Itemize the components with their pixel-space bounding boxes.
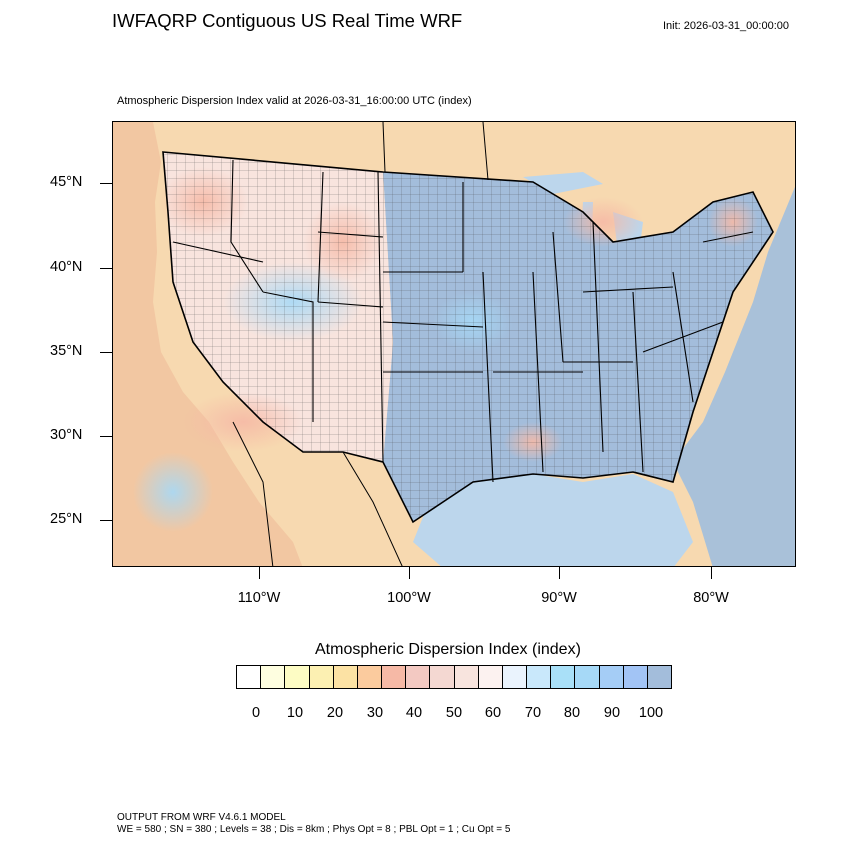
colorbar-box [237,666,262,688]
colorbar-label: 50 [445,705,463,721]
lake-superior [523,172,603,194]
colorbar-label: 90 [603,705,621,721]
model-info: OUTPUT FROM WRF V4.6.1 MODEL [117,812,286,823]
lon-tick [409,567,410,579]
intl-borders [232,122,489,566]
lat-label-30: 30°N [50,427,83,443]
lat-tick [100,352,112,353]
dispersion-map [112,121,796,567]
lon-label-100: 100°W [387,590,431,606]
init-time: Init: 2026-03-31_00:00:00 [663,20,789,32]
colorbar-label: 40 [405,705,423,721]
lat-label-25: 25°N [50,511,83,527]
chart-title: IWFAQRP Contiguous US Real Time WRF [112,10,463,31]
colorbar-box [406,666,431,688]
lon-label-90: 90°W [541,590,577,606]
colorbar-label: 0 [251,705,261,721]
colorbar-box [261,666,286,688]
lon-label-80: 80°W [693,590,729,606]
map-graphic [113,122,795,566]
colorbar-label: 30 [366,705,384,721]
lat-tick [100,268,112,269]
colorbar-box [430,666,455,688]
county-lines [163,152,773,522]
colorbar-label: 10 [286,705,304,721]
colorbar-box [551,666,576,688]
atlantic-ocean [673,186,795,566]
colorbar-box [357,666,383,688]
map-subtitle: Atmospheric Dispersion Index valid at 20… [117,95,472,107]
lon-tick [559,567,560,579]
lat-label-45: 45°N [50,174,83,190]
colorbar-label: 70 [524,705,542,721]
colorbar-box [382,666,407,688]
colorbar-box [478,666,503,688]
colorbar-box [527,666,552,688]
state-boundaries [172,159,754,483]
colorbar-box [454,666,479,688]
lon-label-110: 110°W [237,590,281,606]
lat-tick [100,520,112,521]
gulf-of-mexico [413,474,693,566]
lat-label-35: 35°N [50,343,83,359]
colorbar-box [502,666,528,688]
colorbar-box [575,666,600,688]
lon-tick [711,567,712,579]
colorbar-box [647,666,672,688]
colorbar [236,665,672,689]
colorbar-label: 20 [326,705,344,721]
colorbar-box [623,666,648,688]
colorbar-label: 80 [563,705,581,721]
us-outline [162,151,774,524]
colorbar-label: 100 [638,705,664,721]
lon-tick [259,567,260,579]
lat-label-40: 40°N [50,259,83,275]
colorbar-box [285,666,310,688]
lat-tick [100,183,112,184]
colorbar-label: 60 [484,705,502,721]
colorbar-box [333,666,358,688]
lat-tick [100,436,112,437]
legend-title: Atmospheric Dispersion Index (index) [315,641,581,658]
model-params: WE = 580 ; SN = 380 ; Levels = 38 ; Dis … [117,824,511,835]
colorbar-box [599,666,624,688]
colorbar-box [309,666,334,688]
